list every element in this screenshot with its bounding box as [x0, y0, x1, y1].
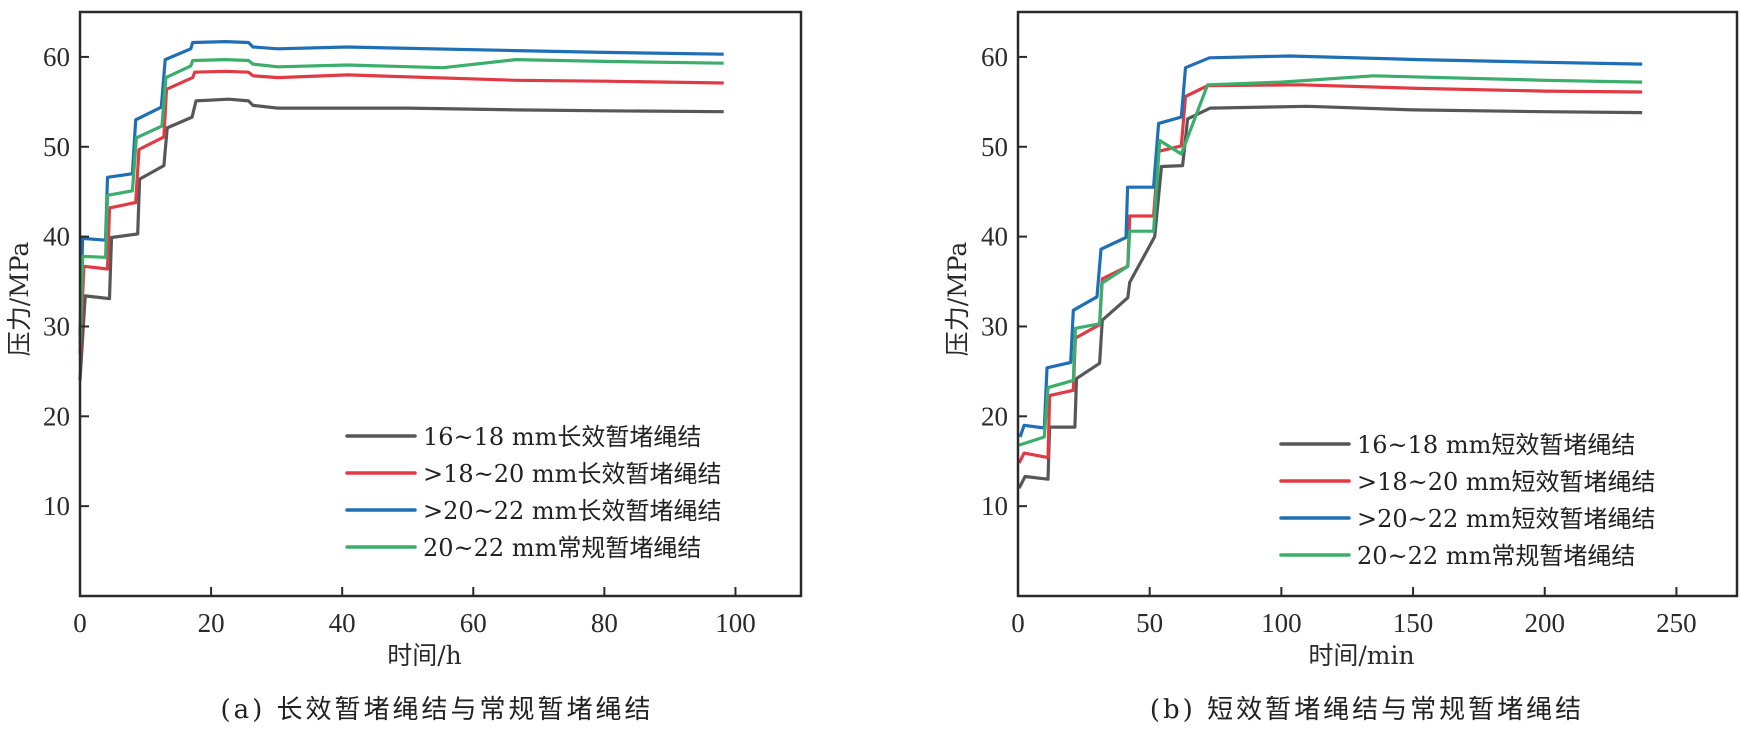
legend-b: 16~18 mm短效暂堵绳结 >18~20 mm短效暂堵绳结 >20~22 mm短效… — [1279, 431, 1655, 570]
legend-label: >20~22 mm短效暂堵绳结 — [1357, 505, 1655, 533]
ticks-a: 0 20 40 60 80 100 10 20 30 40 50 60 — [43, 42, 756, 638]
series-line-3 — [1018, 54, 1643, 438]
x-axis-label-a: 时间/h — [387, 641, 462, 670]
series-line-2 — [1017, 83, 1643, 464]
y-tick-label: 20 — [43, 401, 70, 431]
y-tick-label: 60 — [981, 42, 1008, 72]
series-line-4 — [1018, 74, 1643, 447]
y-axis-label-b: 压力/MPa — [943, 242, 972, 357]
legend-label: 16~18 mm短效暂堵绳结 — [1357, 431, 1635, 459]
plot-frame-a — [78, 10, 803, 598]
x-tick-label: 60 — [460, 608, 487, 638]
legend-label: 20~22 mm常规暂堵绳结 — [423, 534, 701, 562]
x-tick-label: 150 — [1393, 608, 1434, 638]
legend-label: >20~22 mm长效暂堵绳结 — [423, 497, 721, 525]
legend-label: >18~20 mm短效暂堵绳结 — [1357, 468, 1655, 496]
y-tick-label: 50 — [43, 132, 70, 162]
x-tick-label: 100 — [1261, 608, 1302, 638]
legend-a: 16~18 mm长效暂堵绳结 >18~20 mm长效暂堵绳结 >20~22 mm长效… — [345, 423, 721, 562]
y-tick-label: 40 — [43, 222, 70, 252]
x-tick-label: 0 — [73, 608, 87, 638]
x-tick-label: 200 — [1524, 608, 1565, 638]
y-tick-label: 30 — [981, 311, 1008, 341]
chart-panel-b: 0 50 100 150 200 250 10 20 30 40 50 60 16~18 mm短效暂堵… — [943, 10, 1739, 725]
caption-b: (b) 短效暂堵绳结与常规暂堵绳结 — [1150, 695, 1584, 725]
x-tick-label: 50 — [1136, 608, 1163, 638]
ticks-b: 0 50 100 150 200 250 10 20 30 40 50 60 — [981, 42, 1697, 638]
plot-frame-b — [1016, 10, 1739, 598]
x-tick-label: 0 — [1011, 608, 1025, 638]
series-line-3 — [78, 40, 724, 336]
x-tick-label: 250 — [1656, 608, 1697, 638]
chart-panel-a: 0 20 40 60 80 100 10 20 30 40 50 60 16~18 mm长效暂堵绳结 >… — [5, 10, 803, 725]
legend-label: 16~18 mm长效暂堵绳结 — [423, 423, 701, 451]
series-line-4 — [78, 58, 724, 345]
y-tick-label: 30 — [43, 311, 70, 341]
y-axis-label-a: 压力/MPa — [5, 242, 34, 357]
legend-label: 20~22 mm常规暂堵绳结 — [1357, 542, 1635, 570]
y-tick-label: 10 — [981, 491, 1008, 521]
series-line-2 — [78, 69, 724, 354]
series-layer-b — [1017, 54, 1643, 489]
x-tick-label: 40 — [329, 608, 356, 638]
y-tick-label: 10 — [43, 491, 70, 521]
y-tick-label: 20 — [981, 401, 1008, 431]
y-tick-label: 60 — [43, 42, 70, 72]
y-tick-label: 40 — [981, 222, 1008, 252]
x-tick-label: 100 — [715, 608, 756, 638]
series-layer-a — [78, 40, 724, 381]
series-line-1 — [78, 97, 724, 381]
legend-label: >18~20 mm长效暂堵绳结 — [423, 460, 721, 488]
y-tick-label: 50 — [981, 132, 1008, 162]
x-tick-label: 20 — [198, 608, 225, 638]
x-tick-label: 80 — [591, 608, 618, 638]
caption-a: (a) 长效暂堵绳结与常规暂堵绳结 — [220, 695, 653, 725]
x-axis-label-b: 时间/min — [1308, 641, 1414, 670]
